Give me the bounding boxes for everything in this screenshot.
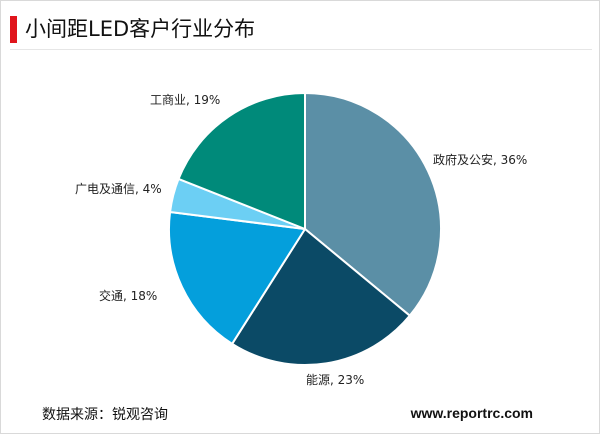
slice-label-2: 能源, 23% [306,373,364,387]
pie-slices [168,92,442,366]
slice-label-5: 工商业, 19% [150,92,220,107]
title-accent-bar [10,16,17,43]
pie-labels: 政府及公安, 36% 能源, 23% 交通, 18% 广电及通信, 4% 工商业, 19… [75,92,527,387]
slice-label-3: 交通, 18% [99,288,157,303]
chart-title: 小间距LED客户行业分布 [25,17,256,41]
pie-slice-2 [231,228,411,366]
slice-label-1: 政府及公安, 36% [433,152,527,167]
pie-slice-5 [177,92,306,230]
slice-label-4: 广电及通信, 4% [75,182,162,196]
website-url: www.reportrc.com [410,405,533,421]
pie-slice-1 [304,92,442,317]
pie-slice-3 [168,210,306,345]
title-divider [10,49,592,50]
data-source: 数据来源：锐观咨询 [42,407,168,423]
